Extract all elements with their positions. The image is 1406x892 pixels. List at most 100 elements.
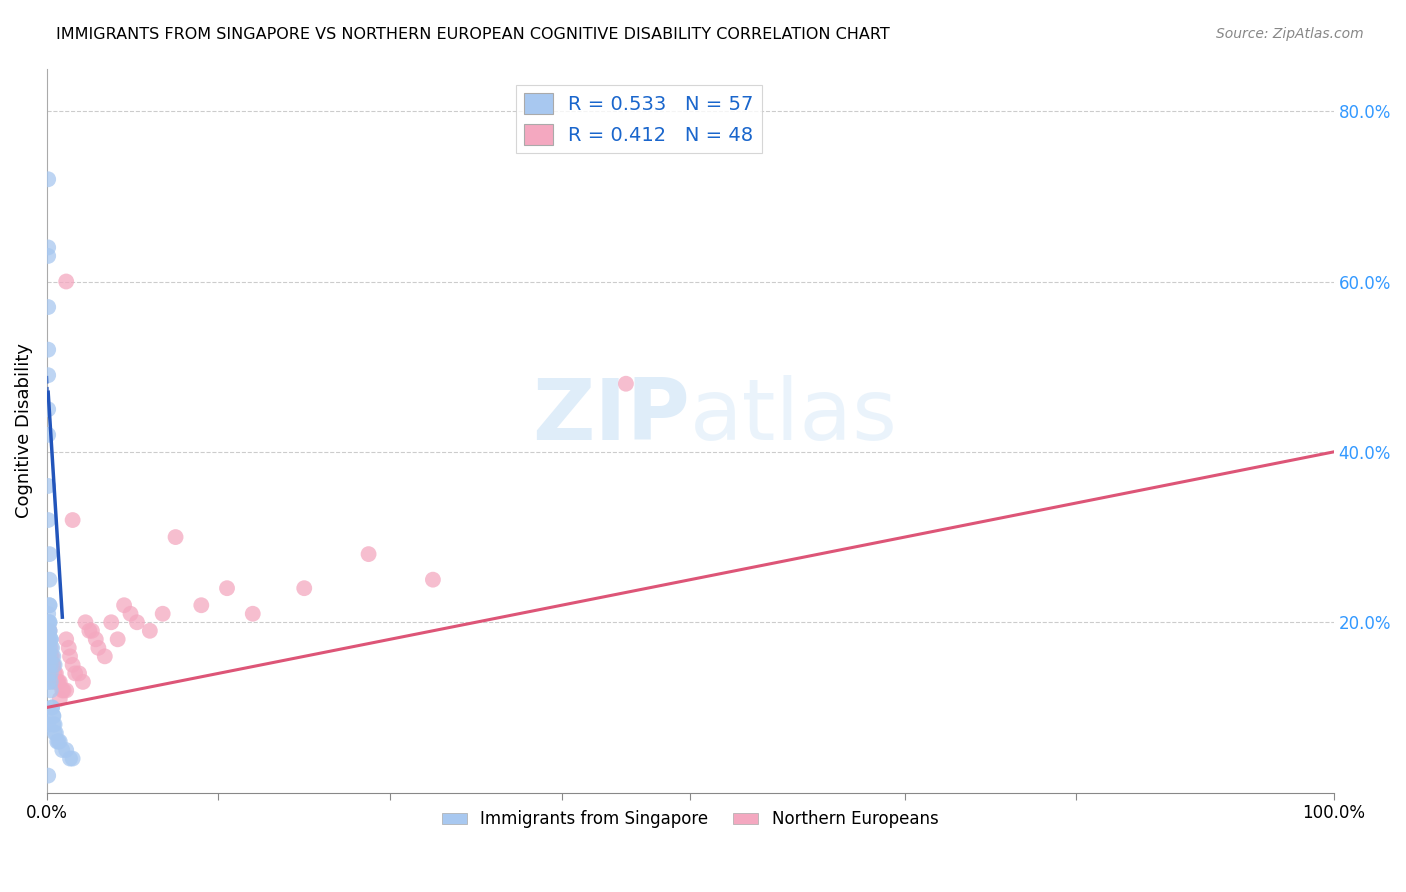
Point [41,649,63,664]
Point [38,632,60,647]
Point [44,717,66,731]
Point [242,607,264,621]
Point [79,624,101,638]
Point [55,275,77,289]
Point [37,368,59,383]
Point [100,615,122,630]
Point [51,683,73,698]
Point [37,649,59,664]
Point [80,624,103,638]
Point [107,632,129,647]
Point [37,717,59,731]
Point [37,300,59,314]
Point [67,666,90,681]
Point [94,649,117,664]
Point [292,581,315,595]
Point [41,700,63,714]
Point [72,674,94,689]
Point [42,717,65,731]
Point [62,657,84,672]
Point [37,657,59,672]
Y-axis label: Cognitive Disability: Cognitive Disability [15,343,32,518]
Text: IMMIGRANTS FROM SINGAPORE VS NORTHERN EUROPEAN COGNITIVE DISABILITY CORRELATION : IMMIGRANTS FROM SINGAPORE VS NORTHERN EU… [56,27,890,42]
Point [38,599,60,613]
Point [63,666,86,681]
Point [39,666,62,681]
Point [41,640,63,655]
Point [39,649,62,664]
Point [42,657,65,672]
Point [37,513,59,527]
Point [41,657,63,672]
Text: Source: ZipAtlas.com: Source: ZipAtlas.com [1216,27,1364,41]
Point [46,674,69,689]
Point [422,573,444,587]
Point [48,734,70,748]
Point [37,640,59,655]
Point [58,640,80,655]
Point [37,479,59,493]
Point [112,599,135,613]
Point [38,547,60,561]
Point [38,624,60,638]
Point [215,581,238,595]
Point [120,607,142,621]
Point [37,632,59,647]
Point [42,649,65,664]
Point [55,632,77,647]
Point [42,657,65,672]
Point [55,743,77,757]
Point [37,172,59,186]
Point [46,734,69,748]
Point [42,709,65,723]
Point [125,615,148,630]
Point [59,751,82,765]
Point [38,649,60,664]
Point [39,640,62,655]
Point [37,666,59,681]
Point [37,343,59,357]
Point [37,624,59,638]
Point [38,640,60,655]
Point [39,632,62,647]
Point [37,607,59,621]
Point [357,547,380,561]
Point [152,607,174,621]
Point [614,376,637,391]
Point [165,530,187,544]
Point [49,674,72,689]
Point [38,624,60,638]
Point [41,700,63,714]
Point [38,599,60,613]
Point [38,624,60,638]
Point [37,769,59,783]
Point [37,674,59,689]
Point [39,674,62,689]
Point [84,632,107,647]
Point [62,751,84,765]
Point [45,666,67,681]
Point [44,666,66,681]
Point [51,743,73,757]
Point [75,615,97,630]
Point [38,573,60,587]
Point [62,513,84,527]
Point [45,726,67,740]
Point [52,683,75,698]
Point [49,734,72,748]
Point [38,615,60,630]
Point [37,402,59,417]
Point [139,624,162,638]
Point [190,599,212,613]
Point [39,683,62,698]
Point [44,674,66,689]
Point [37,632,59,647]
Point [38,615,60,630]
Point [44,657,66,672]
Point [48,674,70,689]
Point [44,726,66,740]
Legend: Immigrants from Singapore, Northern Europeans: Immigrants from Singapore, Northern Euro… [436,804,945,835]
Point [55,683,77,698]
Point [39,632,62,647]
Point [87,640,110,655]
